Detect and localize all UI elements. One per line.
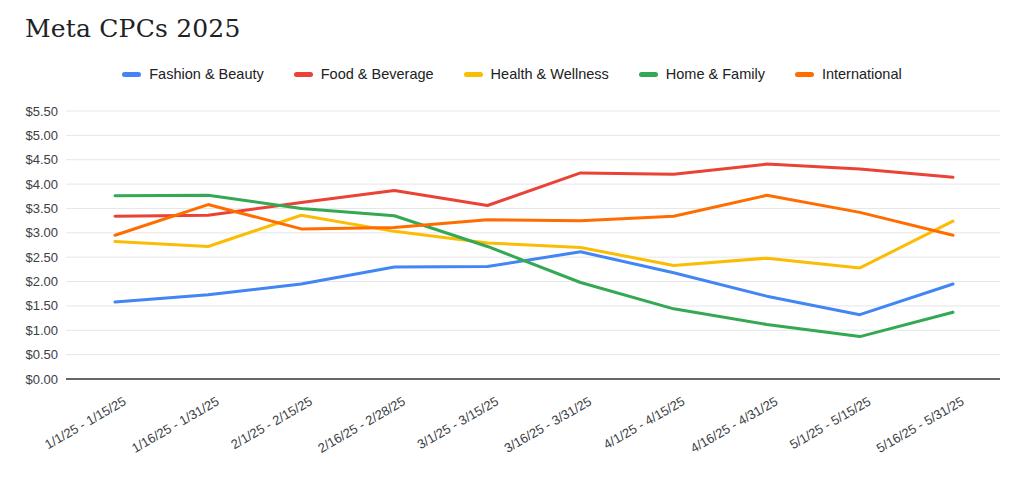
legend-item-health-wellness: Health & Wellness bbox=[464, 66, 609, 82]
legend-item-international: International bbox=[795, 66, 902, 82]
legend-label: Fashion & Beauty bbox=[149, 66, 263, 82]
chart-title: Meta CPCs 2025 bbox=[25, 14, 241, 43]
legend-label: International bbox=[822, 66, 902, 82]
x-tick-label: 4/16/25 - 4/31/25 bbox=[688, 394, 781, 456]
x-tick-label: 3/1/25 - 3/15/25 bbox=[415, 394, 501, 453]
x-tick-label: 2/1/25 - 2/15/25 bbox=[228, 394, 314, 453]
x-tick-label: 3/16/25 - 3/31/25 bbox=[501, 394, 594, 456]
plot-area: $0.00 $0.50 $1.00 $1.50 $2.00 $2.50 $3.00 $3.50… bbox=[0, 96, 1024, 478]
legend-label: Food & Beverage bbox=[321, 66, 434, 82]
x-tick-label: 5/1/25 - 5/15/25 bbox=[787, 394, 873, 453]
y-tick-label: $4.50 bbox=[25, 152, 58, 167]
legend-marker-international bbox=[795, 72, 814, 77]
y-tick-label: $5.00 bbox=[25, 128, 58, 143]
y-tick-label: $0.00 bbox=[25, 372, 58, 387]
legend-marker-food-beverage bbox=[294, 72, 313, 77]
x-tick-label: 4/1/25 - 4/15/25 bbox=[601, 394, 687, 453]
y-tick-label: $5.50 bbox=[25, 104, 58, 119]
legend-label: Home & Family bbox=[666, 66, 765, 82]
chart-container: Meta CPCs 2025 Fashion & Beauty Food & Be… bbox=[0, 0, 1024, 478]
x-tick-label: 5/16/25 - 5/31/25 bbox=[874, 394, 967, 456]
y-tick-label: $4.00 bbox=[25, 177, 58, 192]
chart-legend: Fashion & Beauty Food & Beverage Health & … bbox=[0, 66, 1024, 82]
legend-item-food-beverage: Food & Beverage bbox=[294, 66, 434, 82]
legend-marker-health-wellness bbox=[464, 72, 483, 77]
series-line-fashion-beauty bbox=[115, 252, 953, 315]
legend-item-home-family: Home & Family bbox=[639, 66, 765, 82]
legend-item-fashion-beauty: Fashion & Beauty bbox=[122, 66, 263, 82]
legend-marker-fashion-beauty bbox=[122, 72, 141, 77]
y-tick-label: $3.50 bbox=[25, 201, 58, 216]
y-tick-label: $2.50 bbox=[25, 250, 58, 265]
y-tick-label: $2.00 bbox=[25, 274, 58, 289]
x-tick-label: 1/1/25 - 1/15/25 bbox=[42, 394, 128, 453]
y-tick-label: $3.00 bbox=[25, 225, 58, 240]
y-tick-label: $1.00 bbox=[25, 323, 58, 338]
x-tick-label: 1/16/25 - 1/31/25 bbox=[129, 394, 222, 456]
y-tick-label: $0.50 bbox=[25, 347, 58, 362]
y-tick-label: $1.50 bbox=[25, 298, 58, 313]
x-tick-label: 2/16/25 - 2/28/25 bbox=[315, 394, 408, 456]
legend-marker-home-family bbox=[639, 72, 658, 77]
legend-label: Health & Wellness bbox=[491, 66, 609, 82]
